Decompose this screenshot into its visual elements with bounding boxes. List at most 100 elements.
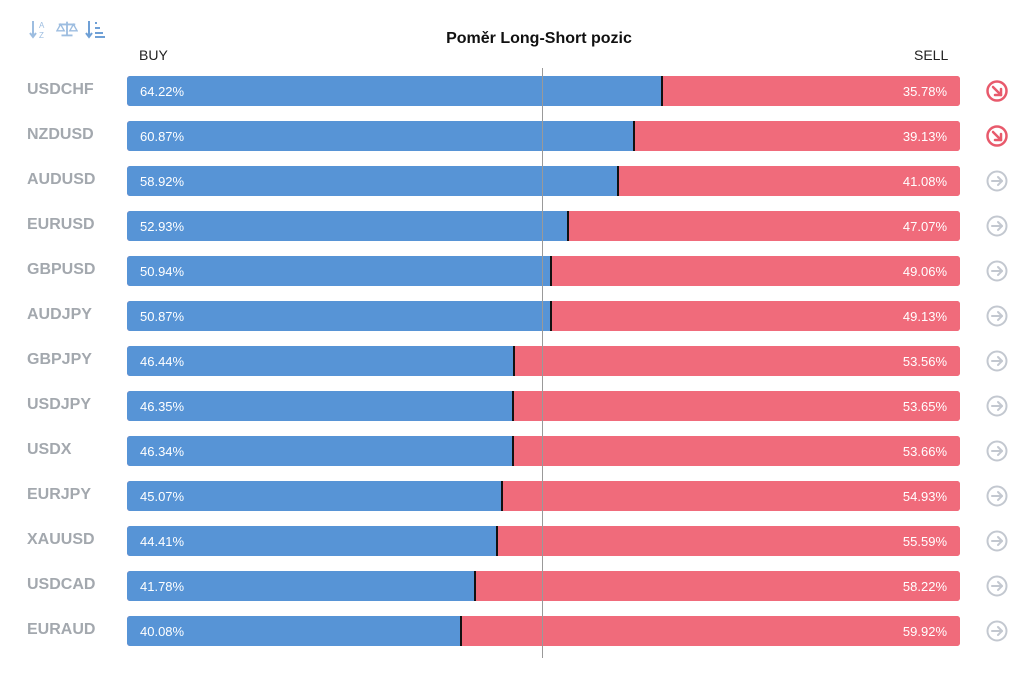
bar-row: USDCAD 41.78% 58.22% (0, 571, 1032, 601)
arrow-down-right-icon[interactable] (986, 125, 1008, 147)
buy-value: 58.92% (140, 174, 185, 189)
sell-value: 49.13% (902, 309, 947, 324)
sell-bar (617, 166, 960, 196)
bar-row: NZDUSD 60.87% 39.13% (0, 121, 1032, 151)
center-line (542, 68, 543, 658)
sell-header: SELL (914, 47, 949, 63)
buy-bar (127, 256, 552, 286)
ratio-bar: 52.93% 47.07% (127, 211, 960, 241)
arrow-right-icon[interactable] (986, 485, 1008, 507)
buy-bar (127, 211, 568, 241)
arrow-right-icon[interactable] (986, 215, 1008, 237)
sell-value: 55.59% (902, 534, 947, 549)
buy-value: 44.41% (140, 534, 185, 549)
bar-row: AUDUSD 58.92% 41.08% (0, 166, 1032, 196)
bar-row: AUDJPY 50.87% 49.13% (0, 301, 1032, 331)
arrow-right-icon[interactable] (986, 170, 1008, 192)
buy-value: 40.08% (140, 624, 185, 639)
ratio-divider (633, 121, 636, 151)
sort-alpha-icon[interactable]: A Z (28, 18, 50, 40)
sell-value: 53.66% (902, 444, 947, 459)
bar-row: GBPJPY 46.44% 53.56% (0, 346, 1032, 376)
ratio-bar: 45.07% 54.93% (127, 481, 960, 511)
pair-label[interactable]: USDCAD (27, 576, 96, 593)
svg-text:Z: Z (39, 31, 44, 40)
sell-value: 47.07% (902, 219, 947, 234)
buy-value: 60.87% (140, 129, 185, 144)
pair-label[interactable]: USDCHF (27, 81, 94, 98)
bar-row: USDJPY 46.35% 53.65% (0, 391, 1032, 421)
buy-bar (127, 571, 476, 601)
buy-bar (127, 481, 503, 511)
arrow-right-icon[interactable] (986, 395, 1008, 417)
buy-value: 45.07% (140, 489, 185, 504)
sell-bar (502, 481, 960, 511)
svg-text:A: A (39, 21, 45, 30)
arrow-right-icon[interactable] (986, 620, 1008, 642)
sell-value: 39.13% (902, 129, 947, 144)
ratio-divider (616, 166, 619, 196)
sell-value: 53.56% (902, 354, 947, 369)
buy-value: 46.34% (140, 444, 185, 459)
buy-value: 50.87% (140, 309, 185, 324)
pair-label[interactable]: EURJPY (27, 486, 92, 503)
pair-label[interactable]: GBPJPY (27, 351, 92, 368)
sell-bar (634, 121, 960, 151)
sell-bar (496, 526, 960, 556)
pair-label[interactable]: EURUSD (27, 216, 95, 233)
ratio-bar: 41.78% 58.22% (127, 571, 960, 601)
ratio-bar: 44.41% 55.59% (127, 526, 960, 556)
sell-bar (513, 346, 960, 376)
buy-bar (127, 346, 514, 376)
sell-value: 59.92% (902, 624, 947, 639)
bar-row: EURJPY 45.07% 54.93% (0, 481, 1032, 511)
buy-value: 50.94% (140, 264, 185, 279)
arrow-right-icon[interactable] (986, 260, 1008, 282)
arrow-down-right-icon[interactable] (986, 80, 1008, 102)
ratio-divider (549, 301, 552, 331)
ratio-bar: 40.08% 59.92% (127, 616, 960, 646)
buy-bar (127, 301, 551, 331)
ratio-divider (474, 571, 477, 601)
pair-label[interactable]: USDX (27, 441, 72, 458)
ratio-bar: 46.44% 53.56% (127, 346, 960, 376)
sell-bar (475, 571, 960, 601)
arrow-right-icon[interactable] (986, 440, 1008, 462)
arrow-right-icon[interactable] (986, 350, 1008, 372)
bar-row: USDX 46.34% 53.66% (0, 436, 1032, 466)
ratio-divider (660, 76, 663, 106)
sell-bar (513, 391, 960, 421)
buy-bar (127, 391, 514, 421)
ratio-bar: 60.87% 39.13% (127, 121, 960, 151)
bar-row: XAUUSD 44.41% 55.59% (0, 526, 1032, 556)
balance-scale-icon[interactable] (56, 18, 78, 40)
buy-bar (127, 436, 513, 466)
toolbar: A Z (28, 18, 106, 40)
pair-label[interactable]: AUDUSD (27, 171, 96, 188)
pair-label[interactable]: USDJPY (27, 396, 92, 413)
pair-label[interactable]: NZDUSD (27, 126, 94, 143)
buy-bar (127, 76, 662, 106)
arrow-right-icon[interactable] (986, 575, 1008, 597)
bar-row: USDCHF 64.22% 35.78% (0, 76, 1032, 106)
buy-value: 46.44% (140, 354, 185, 369)
sell-value: 41.08% (902, 174, 947, 189)
sell-value: 54.93% (902, 489, 947, 504)
pair-label[interactable]: XAUUSD (27, 531, 95, 548)
pair-label[interactable]: AUDJPY (27, 306, 92, 323)
sell-bar (567, 211, 960, 241)
ratio-divider (550, 256, 553, 286)
sort-amount-icon[interactable] (84, 18, 106, 40)
pair-label[interactable]: GBPUSD (27, 261, 96, 278)
arrow-right-icon[interactable] (986, 305, 1008, 327)
ratio-bar: 50.94% 49.06% (127, 256, 960, 286)
ratio-divider (512, 391, 515, 421)
bar-row: EURUSD 52.93% 47.07% (0, 211, 1032, 241)
ratio-bar: 46.35% 53.65% (127, 391, 960, 421)
sell-bar (661, 76, 960, 106)
ratio-divider (512, 346, 515, 376)
buy-value: 52.93% (140, 219, 185, 234)
arrow-right-icon[interactable] (986, 530, 1008, 552)
bar-row: EURAUD 40.08% 59.92% (0, 616, 1032, 646)
pair-label[interactable]: EURAUD (27, 621, 96, 638)
